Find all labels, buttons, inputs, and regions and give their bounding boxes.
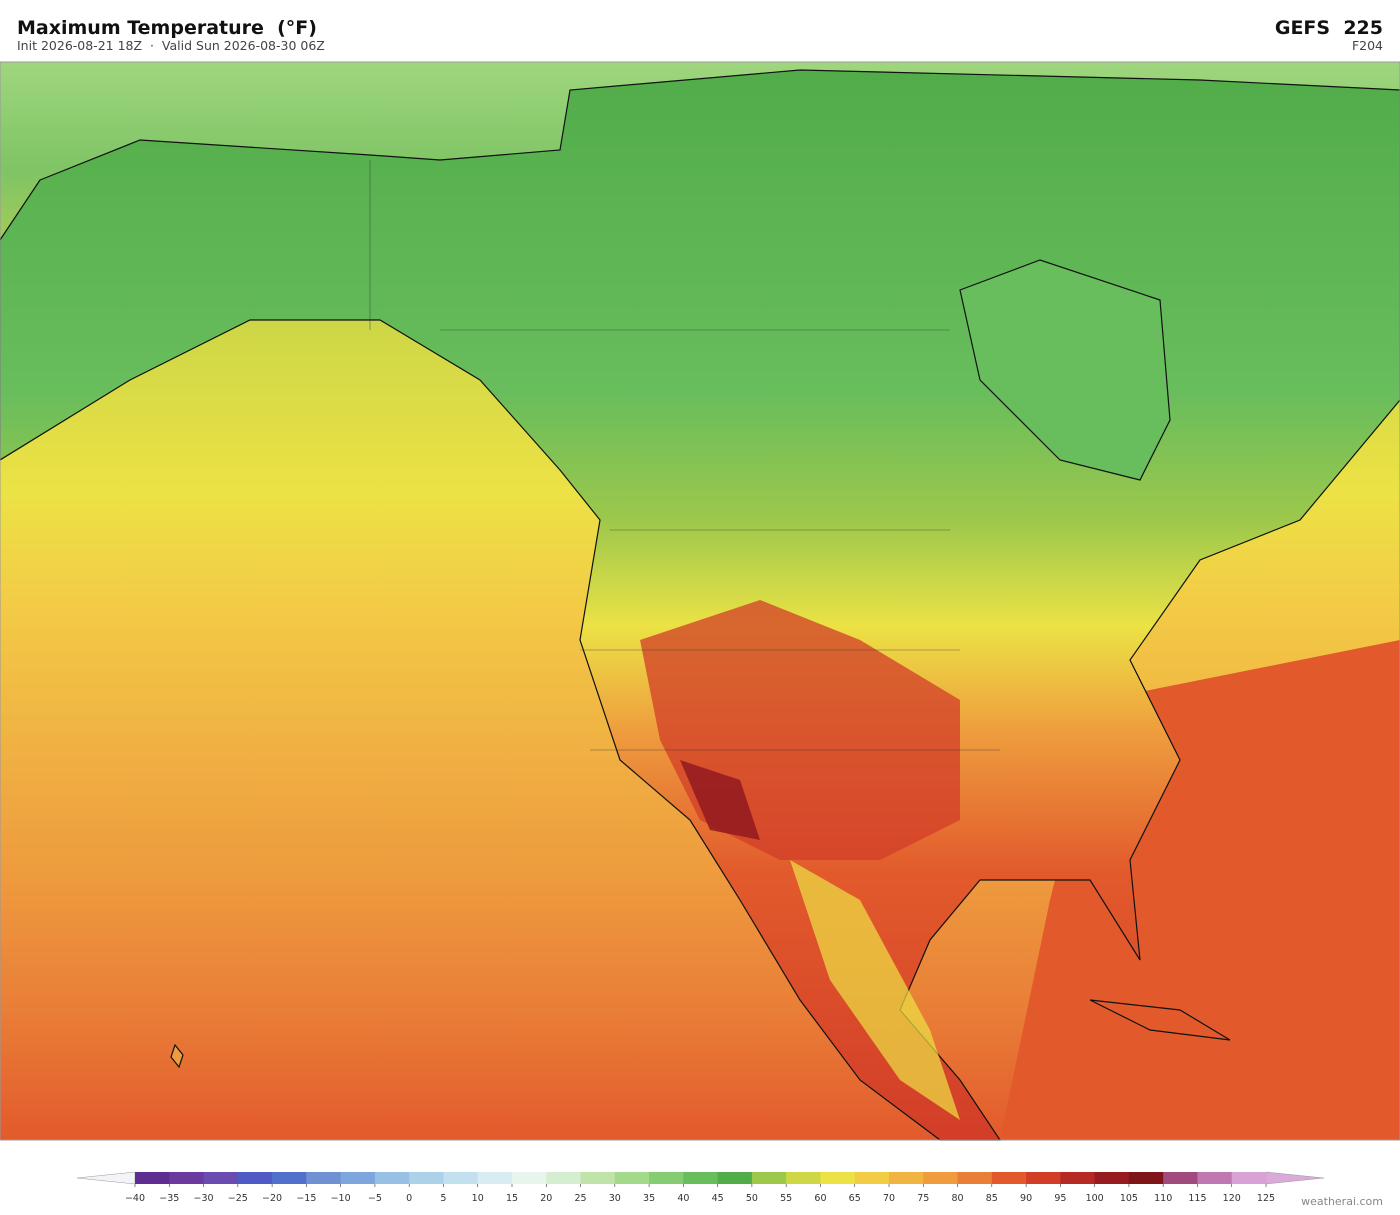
title: Maximum Temperature (°F): [17, 17, 317, 39]
colorbar-segment: [1026, 1172, 1061, 1184]
colorbar-segment: [580, 1172, 616, 1184]
desert-hot: [680, 760, 760, 840]
colorbar-tick-label: −20: [262, 1193, 282, 1204]
credit: weatherai.com: [1301, 1195, 1383, 1208]
hudson-bay: [959, 259, 1171, 481]
mexico-highlands: [790, 860, 960, 1120]
colorbar-tick-label: 85: [986, 1193, 998, 1204]
model: GEFS 225: [1275, 17, 1383, 39]
colorbar-segment: [374, 1172, 410, 1184]
colorbar-tick-label: 95: [1054, 1193, 1066, 1204]
colorbar-tick-label: 45: [712, 1193, 724, 1204]
colorbar-segment: [477, 1172, 513, 1184]
colorbar-tick-label: 115: [1188, 1193, 1206, 1204]
colorbar-segment: [135, 1172, 170, 1184]
colorbar-tick-label: 10: [472, 1193, 484, 1204]
colorbar-segment: [614, 1172, 650, 1184]
colorbar-tick-label: −15: [296, 1193, 316, 1204]
colorbar-segment: [717, 1172, 753, 1184]
cuba: [1089, 999, 1231, 1041]
colorbar-tick-label: 120: [1223, 1193, 1241, 1204]
colorbar-tick-label: 55: [780, 1193, 792, 1204]
colorbar-segment: [340, 1172, 376, 1184]
colorbar-segment: [306, 1172, 342, 1184]
colorbar-tick-label: 90: [1020, 1193, 1032, 1204]
colorbar-segment: [889, 1172, 924, 1184]
colorbar-segment: [1231, 1172, 1267, 1184]
colorbar-over: [1265, 1171, 1325, 1185]
colorbar-segment: [751, 1172, 787, 1184]
colorbar-segment: [512, 1172, 547, 1184]
colorbar-segment: [203, 1172, 239, 1184]
colorbar-tick-label: 110: [1154, 1193, 1172, 1204]
colorbar: −40 −35 −30 −25 −20 −15 −10 −5 0 5 10 15 20 25 30 35 40 4…: [76, 1171, 1325, 1204]
colorbar-tick-label: 65: [849, 1193, 861, 1204]
hawaii: [170, 1043, 184, 1069]
colorbar-segment: [1197, 1172, 1233, 1184]
colorbar-segment: [443, 1172, 479, 1184]
subtitle: Init 2026-08-21 18Z · Valid Sun 2026-08-…: [17, 38, 325, 53]
colorbar-tick-label: −40: [125, 1193, 145, 1204]
colorbar-tick-label: −35: [159, 1193, 179, 1204]
colorbar-tick-label: 25: [574, 1193, 586, 1204]
colorbar-tick-label: 40: [677, 1193, 689, 1204]
colorbar-segment: [237, 1172, 273, 1184]
colorbar-segment: [786, 1172, 821, 1184]
colorbar-segment: [1163, 1172, 1198, 1184]
colorbar-tick-label: −10: [331, 1193, 351, 1204]
colorbar-under: [76, 1171, 136, 1185]
map-frame: [0, 61, 1400, 1141]
colorbar-tick-label: 20: [540, 1193, 552, 1204]
colorbar-tick-label: −30: [194, 1193, 214, 1204]
colorbar-segment: [272, 1172, 307, 1184]
colorbar-segment: [409, 1172, 444, 1184]
colorbar-tick-label: −25: [228, 1193, 248, 1204]
colorbar-segment: [820, 1172, 856, 1184]
colorbar-segment: [683, 1172, 719, 1184]
colorbar-tick-label: 105: [1120, 1193, 1138, 1204]
colorbar-segment: [169, 1172, 205, 1184]
colorbar-segment: [957, 1172, 993, 1184]
colorbar-segment: [1060, 1172, 1096, 1184]
borders: [369, 160, 1000, 751]
map: [0, 62, 1400, 1141]
colorbar-tick-label: 5: [440, 1193, 446, 1204]
colorbar-segment: [923, 1172, 959, 1184]
colorbar-segment: [1128, 1172, 1164, 1184]
colorbar-segment: [854, 1172, 890, 1184]
colorbar-tick-label: −5: [368, 1193, 382, 1204]
colorbar-tick-label: 15: [506, 1193, 518, 1204]
colorbar-tick-label: 60: [814, 1193, 826, 1204]
colorbar-tick-label: 100: [1086, 1193, 1104, 1204]
colorbar-tick-label: 30: [609, 1193, 621, 1204]
colorbar-tick-label: 75: [917, 1193, 929, 1204]
colorbar-tick-label: 70: [883, 1193, 895, 1204]
colorbar-tick-label: 0: [406, 1193, 412, 1204]
colorbar-tick-label: 125: [1257, 1193, 1275, 1204]
forecast-hour: F204: [1352, 38, 1383, 53]
colorbar-tick-label: 80: [951, 1193, 963, 1204]
colorbar-segment: [649, 1172, 684, 1184]
colorbar-segment: [991, 1172, 1027, 1184]
colorbar-tick-label: 50: [746, 1193, 758, 1204]
colorbar-segment: [546, 1172, 582, 1184]
colorbar-tick-label: 35: [643, 1193, 655, 1204]
colorbar-segment: [1094, 1172, 1130, 1184]
